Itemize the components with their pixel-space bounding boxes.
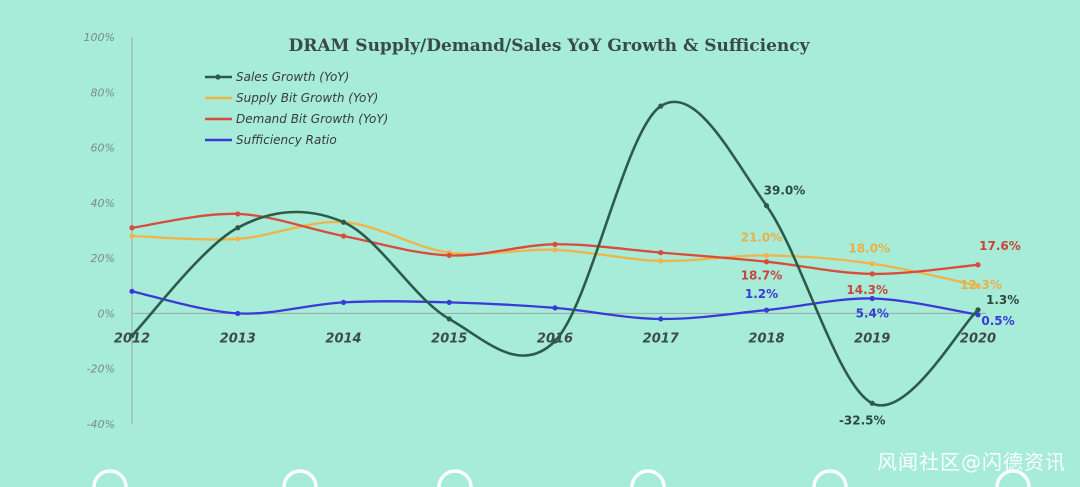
data-point	[763, 307, 770, 313]
x-tick-label: 2019	[854, 331, 890, 346]
x-tick-label: 2018	[748, 331, 784, 346]
data-point	[869, 271, 875, 277]
legend: Sales Growth (YoY) Supply Bit Growth (YoY…	[205, 70, 388, 147]
data-point	[975, 307, 981, 313]
data-label: 1.2%	[745, 287, 778, 301]
y-tick-label: -20%	[87, 363, 115, 376]
x-tick-label: 2020	[960, 331, 996, 346]
data-point	[340, 233, 347, 239]
y-tick-label: 60%	[91, 142, 115, 155]
data-point	[446, 252, 452, 258]
decorative-circle	[812, 469, 848, 487]
data-point	[340, 299, 347, 305]
data-point	[552, 241, 558, 247]
data-label: 39.0%	[764, 184, 806, 198]
data-label: 18.0%	[848, 242, 890, 256]
data-label: 14.3%	[846, 283, 888, 297]
y-tick-label: 20%	[91, 252, 115, 265]
x-tick-label: 2013	[220, 331, 256, 346]
y-tick-label: 80%	[91, 86, 115, 99]
data-point	[658, 103, 664, 109]
legend-label: Demand Bit Growth (YoY)	[236, 112, 388, 126]
data-point	[975, 283, 981, 289]
data-label: 5.4%	[856, 307, 889, 321]
data-point	[129, 225, 135, 231]
data-label: 1.3%	[986, 293, 1019, 307]
x-tick-label: 2012	[114, 331, 150, 346]
data-label: 17.6%	[979, 239, 1021, 253]
data-label: -32.5%	[839, 413, 886, 427]
data-point	[446, 299, 452, 305]
data-point	[763, 252, 770, 258]
y-tick-label: 100%	[84, 31, 115, 44]
data-point	[658, 250, 664, 256]
legend-label: Sufficiency Ratio	[236, 133, 337, 147]
x-tick-label: 2017	[643, 331, 680, 346]
decorative-circle	[995, 469, 1031, 487]
x-tick-label: 2014	[325, 331, 361, 346]
data-point	[975, 312, 981, 318]
data-point	[235, 310, 241, 317]
data-label: 12.3%	[960, 278, 1002, 292]
y-tick-label: -40%	[87, 418, 115, 431]
data-point	[869, 261, 875, 267]
data-point	[340, 219, 347, 225]
data-point	[235, 225, 241, 231]
data-point	[235, 211, 241, 217]
data-point	[552, 247, 558, 253]
chart-title: DRAM Supply/Demand/Sales YoY Growth & Su…	[289, 36, 811, 56]
decorative-circle	[630, 469, 666, 487]
legend-label: Sales Growth (YoY)	[236, 70, 349, 84]
legend-label: Supply Bit Growth (YoY)	[236, 91, 378, 105]
decorative-circle	[92, 469, 128, 487]
data-point	[552, 338, 558, 344]
y-tick-label: 40%	[91, 197, 115, 210]
data-point	[658, 316, 664, 322]
data-point	[129, 288, 135, 294]
data-point	[129, 332, 135, 339]
data-point	[869, 400, 875, 406]
decorative-circle	[282, 469, 318, 487]
legend-marker	[215, 74, 221, 80]
data-label: 18.7%	[741, 269, 783, 283]
y-tick-label: 0%	[98, 307, 115, 320]
data-point	[975, 262, 981, 268]
x-tick-label: 2015	[431, 331, 467, 346]
decorative-circle	[437, 469, 473, 487]
data-point	[552, 305, 558, 311]
data-label: 0.5%	[981, 314, 1014, 328]
data-point	[658, 258, 664, 264]
data-point	[763, 203, 770, 209]
series-line	[130, 100, 980, 407]
data-point	[129, 233, 135, 239]
data-point	[235, 236, 241, 242]
data-point	[763, 259, 770, 265]
data-point	[869, 295, 875, 302]
data-label: 21.0%	[741, 230, 783, 244]
data-point	[446, 316, 452, 322]
watermark-text: 风闻社区@闪德资讯	[877, 450, 1066, 474]
